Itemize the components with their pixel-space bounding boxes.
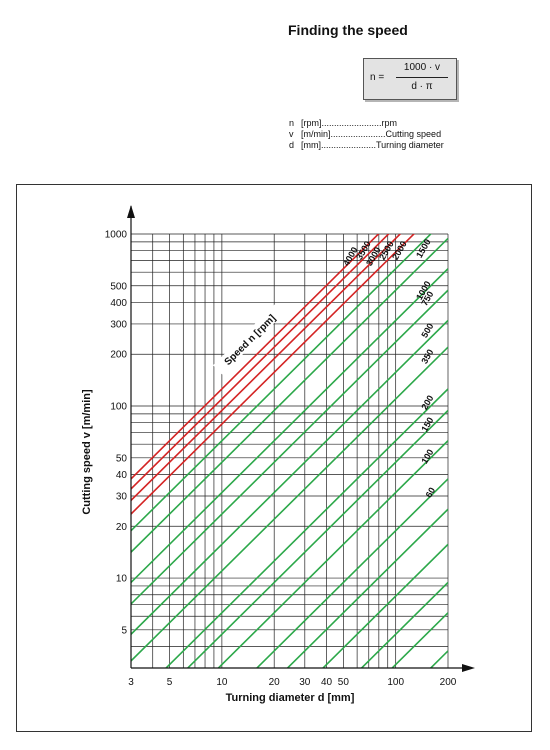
legend-meaning: Cutting speed bbox=[385, 129, 442, 139]
series-line-150-rpm bbox=[186, 409, 448, 668]
series-line-3500-rpm bbox=[131, 234, 390, 490]
y-tick-label: 500 bbox=[110, 281, 127, 292]
series-label-150: 150 bbox=[419, 415, 435, 433]
legend-row-n: n [rpm]........................rpm bbox=[289, 118, 444, 129]
y-tick-label: 20 bbox=[116, 522, 128, 533]
y-tick-label: 400 bbox=[110, 298, 127, 309]
series-line-750-rpm bbox=[131, 289, 448, 605]
series-group-label: Speed n [rpm] bbox=[223, 313, 279, 368]
series-line-40-rpm bbox=[286, 508, 448, 668]
series-line-100-rpm bbox=[217, 440, 448, 668]
legend-unit: [m/min] bbox=[301, 129, 331, 139]
y-tick-label: 30 bbox=[116, 491, 128, 502]
series-line-1500-rpm bbox=[131, 237, 448, 553]
x-tick-label: 30 bbox=[299, 677, 311, 688]
series-line-2000-rpm bbox=[131, 234, 432, 532]
x-tick-label: 40 bbox=[321, 677, 333, 688]
legend-meaning: Turning diameter bbox=[376, 140, 444, 150]
x-tick-label: 200 bbox=[440, 677, 457, 688]
legend-dots: ...................... bbox=[321, 140, 377, 150]
formula-numerator: 1000 · v bbox=[403, 62, 441, 73]
y-tick-label: 5 bbox=[121, 625, 127, 636]
legend-symbol: n bbox=[289, 118, 295, 128]
legend-unit: [mm] bbox=[301, 140, 321, 150]
series-line-4000-rpm bbox=[131, 234, 380, 480]
legend-dots: ...................... bbox=[330, 129, 386, 139]
x-tick-label: 10 bbox=[216, 677, 228, 688]
series-line-500-rpm bbox=[131, 319, 448, 635]
series-label-100: 100 bbox=[419, 447, 435, 465]
x-axis-arrow bbox=[462, 664, 475, 672]
y-axis-arrow bbox=[127, 205, 135, 218]
series-line-60-rpm bbox=[255, 478, 448, 668]
formula-fraction-bar bbox=[396, 77, 448, 78]
formula-lhs: n = bbox=[370, 72, 385, 83]
formula-box: n = 1000 · v d · π bbox=[363, 58, 457, 100]
x-tick-label: 50 bbox=[338, 677, 350, 688]
symbol-legend: n [rpm]........................rpm v [m/mi… bbox=[289, 118, 444, 151]
series-line-25-rpm bbox=[321, 543, 448, 668]
series-group-label-bg bbox=[213, 303, 285, 375]
y-tick-label: 50 bbox=[116, 453, 128, 464]
x-tick-label: 5 bbox=[167, 677, 173, 688]
page-title: Finding the speed bbox=[288, 22, 408, 38]
formula-denominator: d · π bbox=[411, 81, 433, 92]
series-line-15-rpm bbox=[360, 581, 448, 668]
legend-meaning: rpm bbox=[381, 118, 398, 128]
legend-dots: ........................ bbox=[321, 118, 382, 128]
x-tick-label: 3 bbox=[128, 677, 134, 688]
legend-symbol: v bbox=[289, 129, 294, 139]
y-tick-label: 1000 bbox=[105, 230, 128, 241]
y-tick-label: 10 bbox=[116, 574, 128, 585]
legend-symbol: d bbox=[289, 140, 295, 150]
y-tick-label: 200 bbox=[110, 350, 127, 361]
series-label-60: 60 bbox=[424, 486, 438, 500]
series-line-3000-rpm bbox=[131, 234, 402, 501]
series-line-350-rpm bbox=[131, 346, 448, 662]
legend-row-d: d [mm]......................Turning diame… bbox=[289, 140, 444, 151]
series-line-10-rpm bbox=[391, 612, 448, 668]
chart-frame bbox=[16, 184, 532, 732]
y-tick-label: 100 bbox=[110, 402, 127, 413]
legend-unit: [rpm] bbox=[301, 118, 322, 128]
legend-row-v: v [m/min]......................Cutting sp… bbox=[289, 129, 444, 140]
series-line-1000-rpm bbox=[131, 268, 448, 584]
x-tick-label: 100 bbox=[387, 677, 404, 688]
series-line-200-rpm bbox=[164, 388, 448, 668]
y-tick-label: 40 bbox=[116, 470, 128, 481]
series-line-2500-rpm bbox=[131, 234, 416, 515]
series-label-200: 200 bbox=[419, 393, 435, 411]
y-tick-label: 300 bbox=[110, 319, 127, 330]
y-axis-label: Cutting speed v [m/min] bbox=[81, 389, 93, 515]
x-tick-label: 20 bbox=[269, 677, 281, 688]
x-axis-label: Turning diameter d [mm] bbox=[225, 692, 355, 704]
